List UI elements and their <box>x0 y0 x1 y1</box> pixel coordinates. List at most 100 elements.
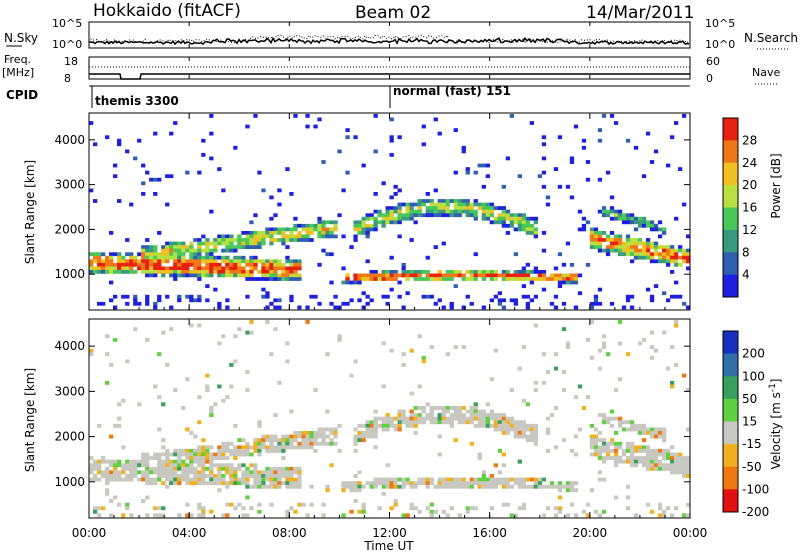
heatmap-cell <box>385 273 390 278</box>
heatmap-cell <box>365 273 370 278</box>
heatmap-cell <box>413 431 418 435</box>
heatmap-cell <box>197 452 202 457</box>
heatmap-cell <box>457 477 462 482</box>
heatmap-cell <box>261 474 266 478</box>
heatmap-cell <box>686 266 691 271</box>
heatmap-cell <box>289 441 294 446</box>
heatmap-cell <box>157 456 162 460</box>
heatmap-cell <box>293 273 298 278</box>
heatmap-cell <box>389 423 394 428</box>
heatmap-cell <box>141 255 146 260</box>
heatmap-cell <box>229 502 234 507</box>
heatmap-cell <box>629 259 635 264</box>
heatmap-cell <box>593 509 599 514</box>
heatmap-cell <box>273 227 278 232</box>
heatmap-cell <box>565 341 571 346</box>
heatmap-cell <box>213 238 218 242</box>
heatmap-cell <box>405 209 410 214</box>
heatmap-cell <box>589 355 595 360</box>
heatmap-cell <box>113 270 118 274</box>
heatmap-cell <box>497 420 502 425</box>
heatmap-cell <box>101 474 106 478</box>
heatmap-cell <box>497 427 502 432</box>
heatmap-cell <box>261 441 266 446</box>
heatmap-cell <box>649 452 655 457</box>
heatmap-cell <box>201 509 206 514</box>
heatmap-cell <box>393 184 398 189</box>
heatmap-cell <box>529 298 534 303</box>
heatmap-cell <box>233 481 238 486</box>
heatmap-cell <box>193 273 198 278</box>
heatmap-cell <box>149 248 154 253</box>
heatmap-cell <box>353 484 358 489</box>
heatmap-cell <box>686 502 691 507</box>
heatmap-cell <box>513 216 518 221</box>
heatmap-cell <box>229 448 234 453</box>
heatmap-cell <box>253 445 258 450</box>
heatmap-cell <box>597 445 603 450</box>
heatmap-cell <box>505 209 510 214</box>
heatmap-cell <box>121 445 126 450</box>
heatmap-cell <box>145 456 150 460</box>
heatmap-cell <box>425 273 430 278</box>
heatmap-cell <box>461 149 466 154</box>
heatmap-cell <box>309 502 314 507</box>
heatmap-cell <box>445 481 450 486</box>
heatmap-cell <box>325 227 330 232</box>
heatmap-cell <box>678 294 683 299</box>
heatmap-cell <box>309 484 314 489</box>
heatmap-cell <box>353 273 358 278</box>
heatmap-cell <box>93 477 98 482</box>
heatmap-cell <box>233 423 238 428</box>
heatmap-cell <box>385 420 390 425</box>
heatmap-cell <box>441 509 446 514</box>
heatmap-cell <box>341 481 346 486</box>
heatmap-cell <box>297 223 302 228</box>
heatmap-cell <box>281 481 286 486</box>
heatmap-cell <box>201 481 206 486</box>
heatmap-cell <box>477 456 482 460</box>
heatmap-cell <box>493 463 498 468</box>
heatmap-cell <box>181 470 186 475</box>
heatmap-cell <box>101 266 106 271</box>
heatmap-cell <box>637 252 643 257</box>
heatmap-cell <box>649 252 655 257</box>
heatmap-cell <box>221 441 226 446</box>
heatmap-cell <box>657 513 663 518</box>
heatmap-cell <box>265 438 270 443</box>
heatmap-cell <box>273 270 278 274</box>
heatmap-cell <box>485 484 490 489</box>
heatmap-cell <box>541 277 547 281</box>
heatmap-cell <box>197 445 202 450</box>
heatmap-cell <box>409 273 414 278</box>
heatmap-cell <box>109 499 114 503</box>
heatmap-cell <box>97 301 102 306</box>
heatmap-cell <box>525 220 530 225</box>
heatmap-cell <box>281 474 286 478</box>
heatmap-cell <box>525 402 530 407</box>
heatmap-cell <box>105 380 110 385</box>
heatmap-cell <box>373 149 378 154</box>
heatmap-cell <box>125 294 130 299</box>
heatmap-cell <box>405 513 410 518</box>
heatmap-cell <box>273 266 278 271</box>
heatmap-cell <box>229 266 234 271</box>
heatmap-cell <box>245 245 250 249</box>
heatmap-cell <box>545 195 551 200</box>
heatmap-cell <box>185 477 190 482</box>
heatmap-cell <box>253 245 258 249</box>
heatmap-cell <box>593 452 599 457</box>
heatmap-cell <box>674 248 679 253</box>
heatmap-cell <box>209 262 214 267</box>
heatmap-cell <box>385 220 390 225</box>
heatmap-cell <box>177 513 182 518</box>
heatmap-cell <box>261 477 266 482</box>
heatmap-cell <box>457 409 462 414</box>
heatmap-cell <box>209 474 214 478</box>
heatmap-cell <box>321 248 326 253</box>
heatmap-cell <box>169 255 174 260</box>
y-tick-label: 4000 <box>54 339 85 353</box>
heatmap-cell <box>229 241 234 246</box>
heatmap-cell <box>357 227 362 232</box>
heatmap-cell <box>273 445 278 450</box>
